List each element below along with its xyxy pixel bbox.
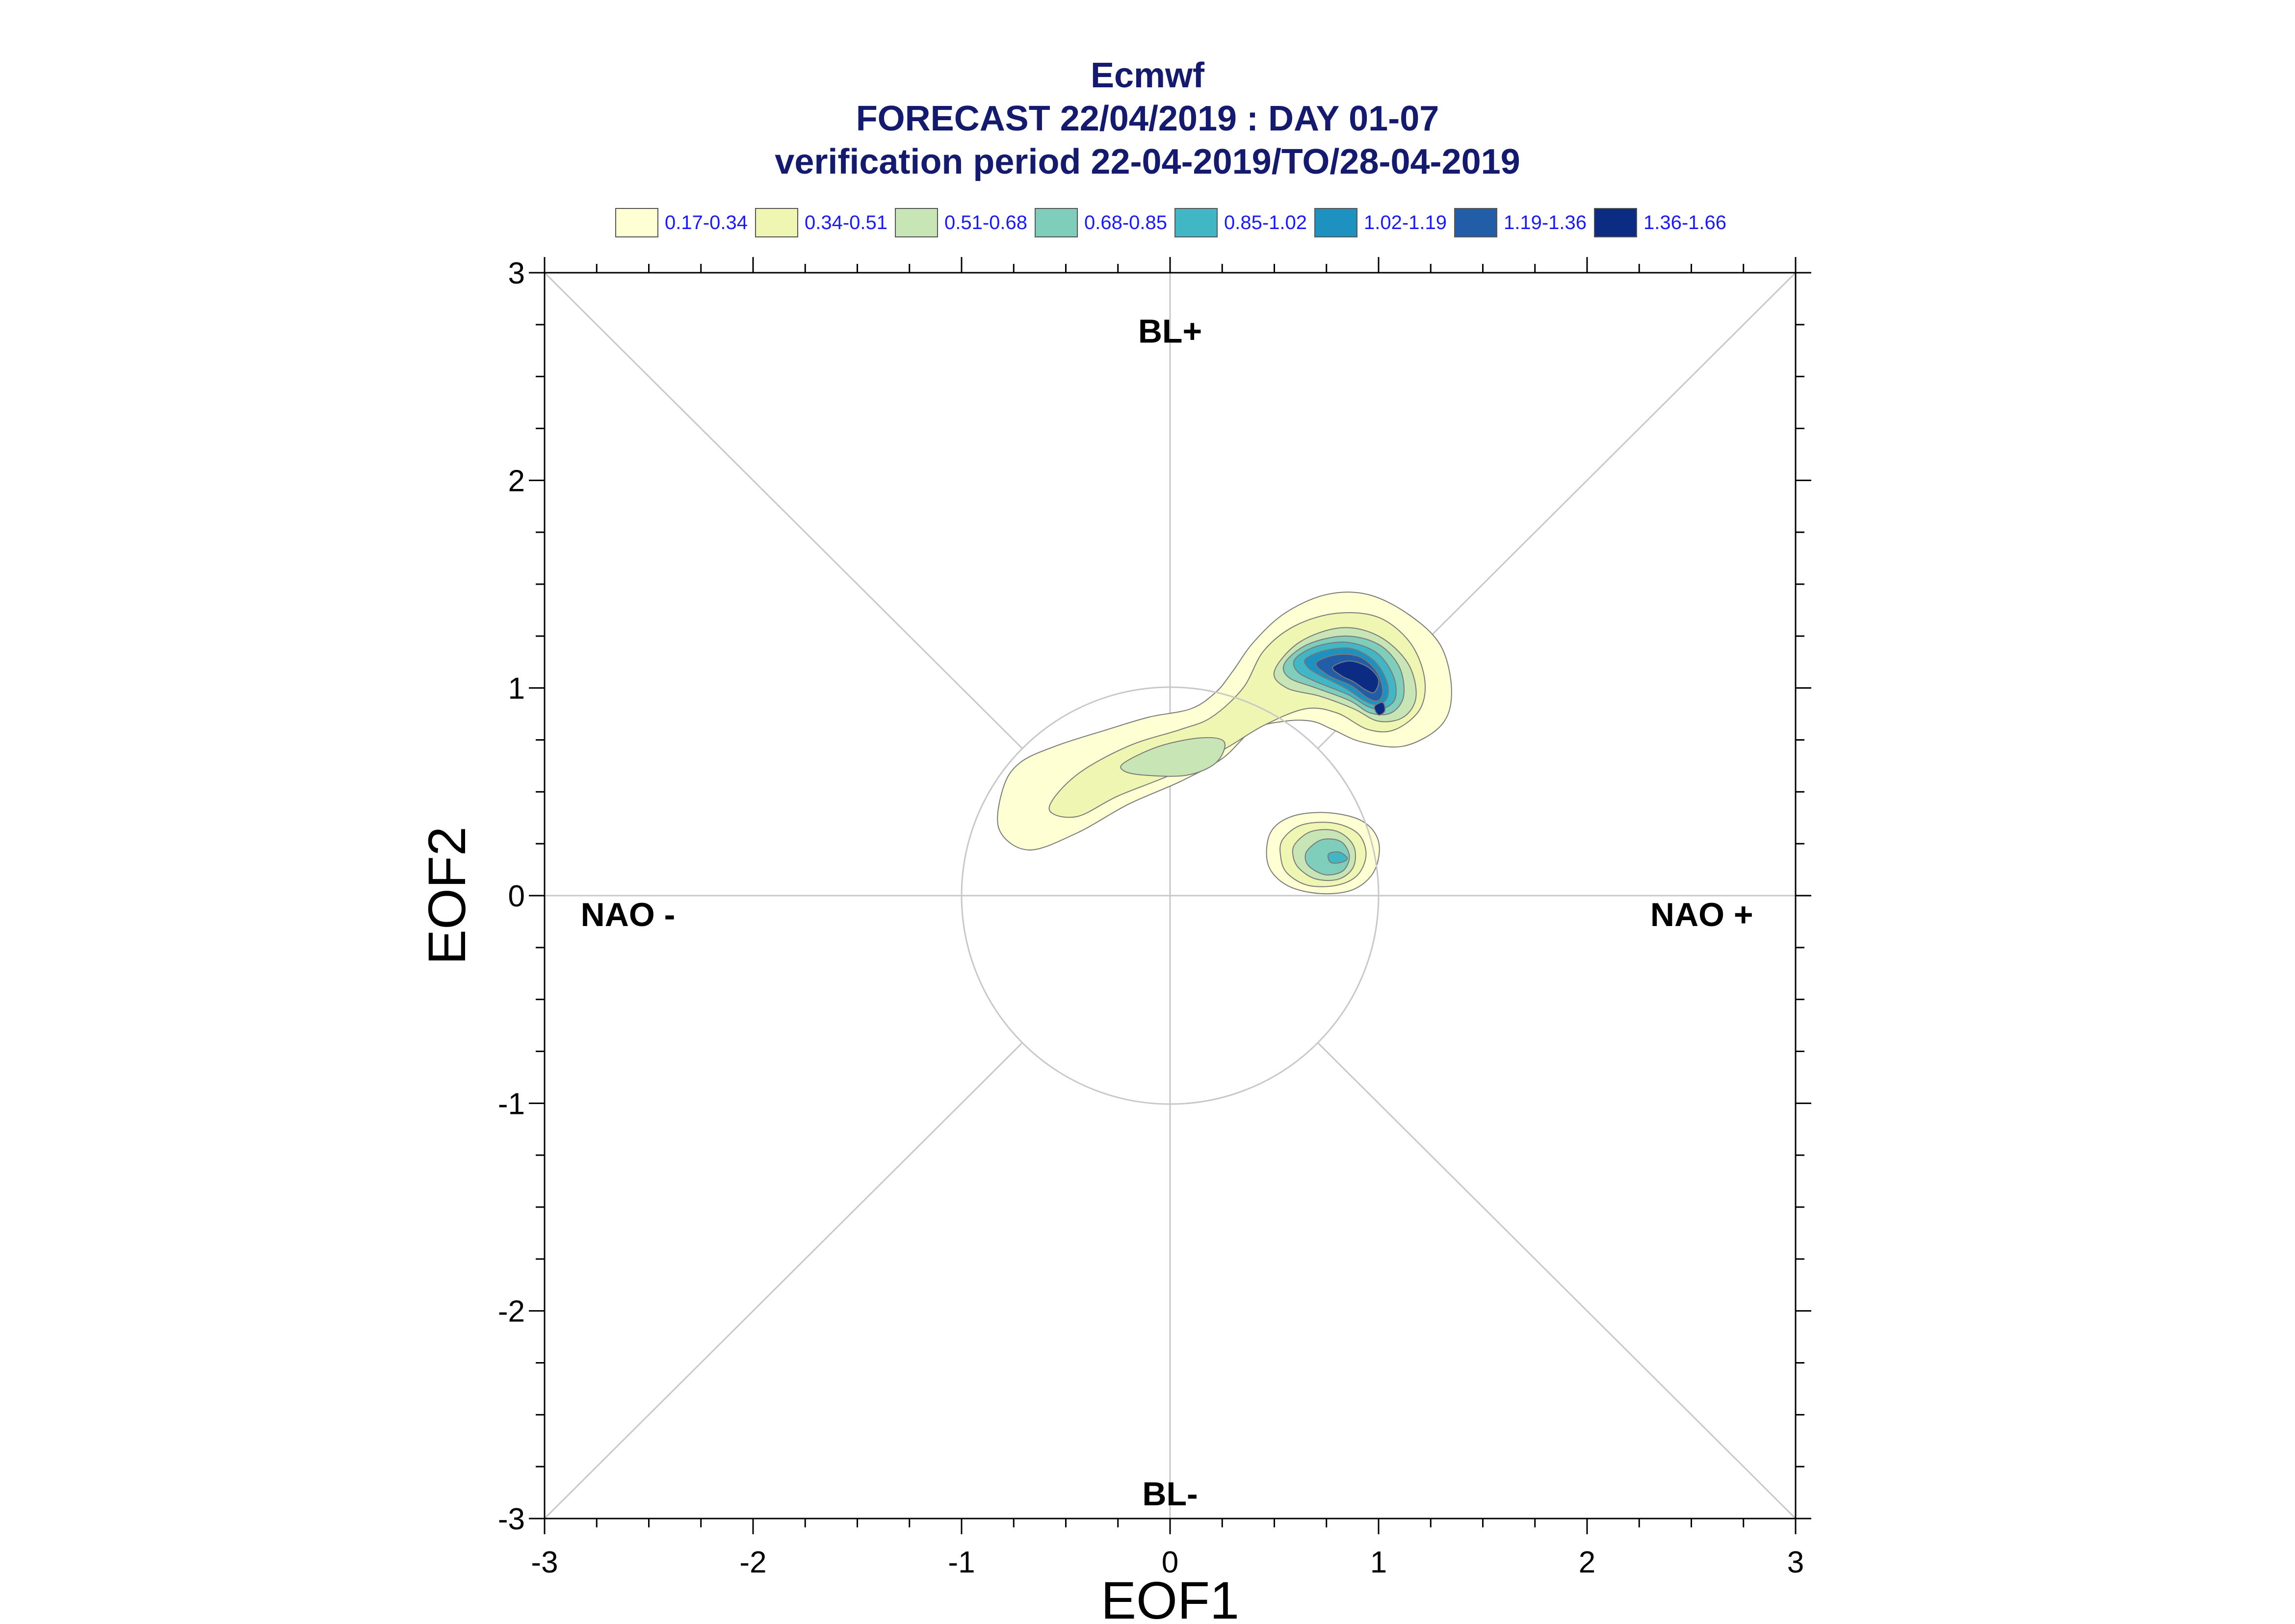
x-tick-label: 2 (1579, 1546, 1595, 1579)
legend-swatch (755, 208, 798, 237)
x-tick-label: -2 (739, 1546, 766, 1579)
density-contours (997, 592, 1452, 895)
y-tick-label: -2 (498, 1295, 525, 1329)
legend-swatch (1314, 208, 1357, 237)
legend-swatch (895, 208, 938, 237)
legend-label: 0.51-0.68 (944, 212, 1027, 233)
legend: 0.17-0.34 0.34-0.51 0.51-0.68 0.68-0.85 0.85… (615, 208, 1726, 237)
y-tick-label: -3 (498, 1502, 525, 1536)
x-tick-label: 0 (1162, 1546, 1178, 1579)
diagonal-reference-line-3 (1317, 1042, 1797, 1520)
regime-label: NAO + (1650, 896, 1753, 933)
legend-label: 1.19-1.36 (1504, 212, 1587, 233)
density-region-level-3 (1304, 838, 1350, 876)
reference-lines (544, 272, 1797, 1520)
legend-label: 1.02-1.19 (1364, 212, 1447, 233)
tick-labels: -3 -2 -1 0 1 2 3 -3 -2 -1 0 1 2 3 (498, 257, 1804, 1579)
diagonal-reference-line-4 (544, 1042, 1023, 1520)
chart-title: Ecmwf FORECAST 22/04/2019 : DAY 01-07 ve… (775, 56, 1520, 181)
legend-swatch (1174, 208, 1218, 237)
legend-item: 1.36-1.66 (1594, 208, 1726, 237)
legend-item: 0.51-0.68 (895, 208, 1027, 237)
x-tick-label: -3 (531, 1546, 558, 1579)
x-tick-label: 1 (1370, 1546, 1387, 1579)
regime-label: NAO - (581, 896, 676, 933)
y-tick-label: 0 (508, 879, 525, 913)
x-axis-title: EOF1 (1101, 1571, 1239, 1624)
legend-item: 0.85-1.02 (1174, 208, 1307, 237)
unit-circle-layer (961, 686, 1380, 1105)
y-tick-label: 1 (508, 672, 525, 706)
legend-label: 0.85-1.02 (1224, 212, 1307, 233)
regime-label: BL- (1142, 1475, 1198, 1513)
legend-label: 0.34-0.51 (805, 212, 887, 233)
legend-item: 0.68-0.85 (1035, 208, 1167, 237)
diagonal-reference-line-2 (544, 272, 1023, 749)
density-region-level-4 (1327, 851, 1348, 864)
legend-item: 1.02-1.19 (1314, 208, 1447, 237)
title-line-2: FORECAST 22/04/2019 : DAY 01-07 (856, 99, 1439, 138)
x-tick-label: -1 (948, 1546, 975, 1579)
legend-swatch (615, 208, 658, 237)
y-axis-title: EOF2 (417, 826, 476, 965)
legend-swatch (1594, 208, 1637, 237)
title-line-3: verification period 22-04-2019/TO/28-04-… (775, 142, 1520, 181)
legend-swatch (1454, 208, 1497, 237)
y-tick-label: -1 (498, 1087, 525, 1121)
unit-circle (961, 686, 1380, 1105)
legend-item: 0.17-0.34 (615, 208, 748, 237)
y-tick-label: 3 (508, 257, 525, 290)
regime-label: BL+ (1138, 313, 1202, 350)
legend-swatch (1035, 208, 1078, 237)
x-tick-label: 3 (1787, 1546, 1804, 1579)
density-region-level-7 (1332, 660, 1380, 694)
legend-label: 0.17-0.34 (665, 212, 748, 233)
legend-item: 0.34-0.51 (755, 208, 887, 237)
axis-ticks (529, 257, 1811, 1534)
title-line-1: Ecmwf (1091, 56, 1205, 95)
plot-area: -3 -2 -1 0 1 2 3 -3 -2 -1 0 1 2 3 BL+ BL- NAO - NAO + (498, 257, 1811, 1579)
density-region-level-2 (1120, 737, 1226, 777)
legend-label: 1.36-1.66 (1643, 212, 1726, 233)
regime-labels: BL+ BL- NAO - NAO + (581, 313, 1753, 1513)
density-region-level-7 (1374, 702, 1386, 716)
legend-label: 0.68-0.85 (1084, 212, 1167, 233)
legend-item: 1.19-1.36 (1454, 208, 1587, 237)
y-tick-label: 2 (508, 464, 525, 498)
